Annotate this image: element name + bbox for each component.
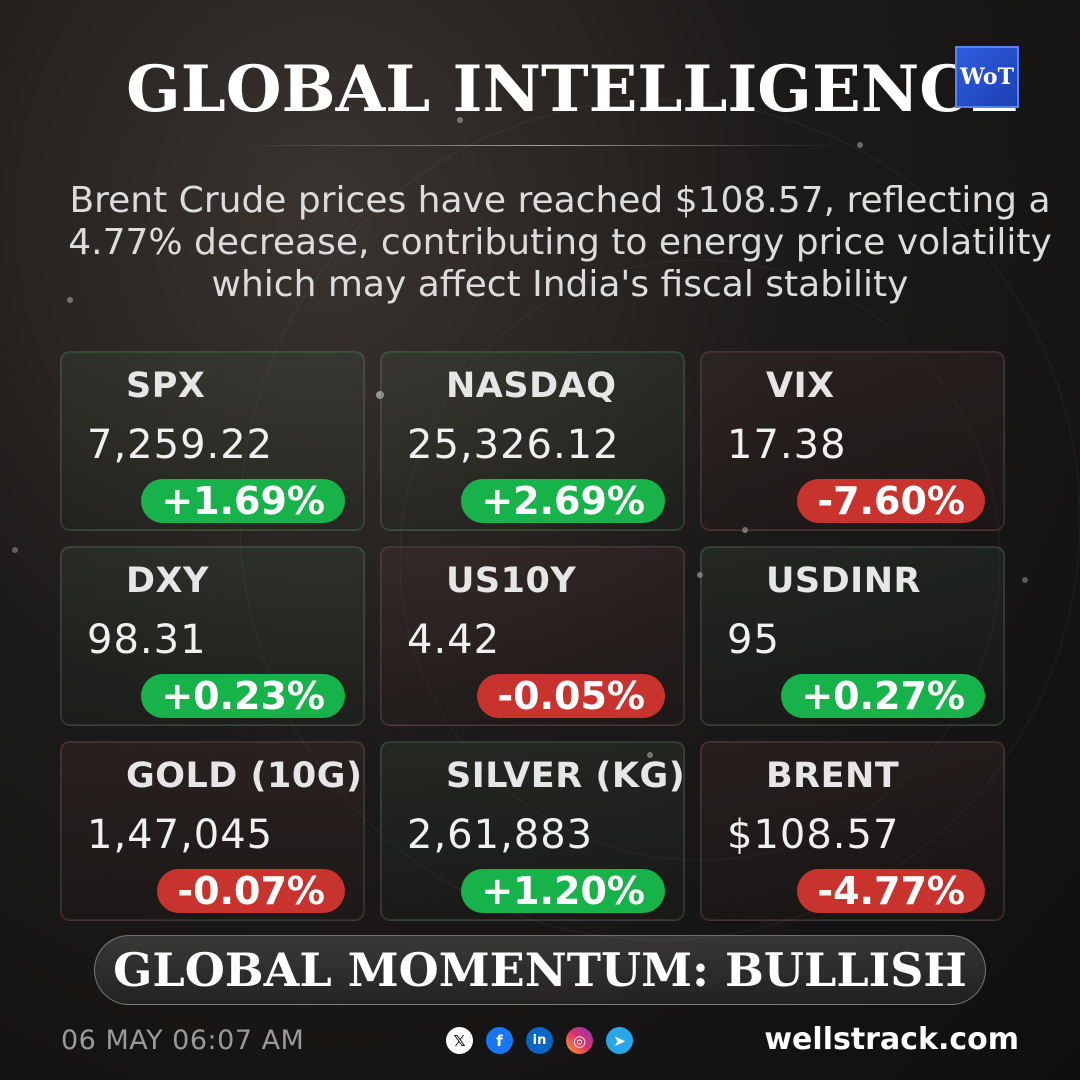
market-label: SILVER (KG)	[446, 756, 686, 796]
market-card-spx: SPX 7,259.22 +1.69%	[60, 351, 365, 531]
change-badge: +1.69%	[141, 479, 345, 523]
instagram-icon[interactable]: ◎	[566, 1027, 593, 1054]
market-value: 7,259.22	[87, 422, 274, 468]
social-links: 𝕏 f in ◎ ➤	[446, 1027, 633, 1054]
market-card-us10y: US10Y 4.42 -0.05%	[380, 546, 685, 726]
market-card-gold: GOLD (10G) 1,47,045 -0.07%	[60, 741, 365, 921]
telegram-icon[interactable]: ➤	[606, 1027, 633, 1054]
change-badge: -0.05%	[477, 674, 665, 718]
momentum-banner: GLOBAL MOMENTUM: BULLISH	[94, 935, 986, 1005]
x-icon[interactable]: 𝕏	[446, 1027, 473, 1054]
website-link[interactable]: wellstrack.com	[764, 1022, 1019, 1057]
market-value: 17.38	[727, 422, 847, 468]
market-card-vix: VIX 17.38 -7.60%	[700, 351, 1005, 531]
market-label: GOLD (10G)	[126, 756, 363, 796]
market-card-usdinr: USDINR 95 +0.27%	[700, 546, 1005, 726]
change-badge: -0.07%	[157, 869, 345, 913]
change-badge: +1.20%	[461, 869, 665, 913]
market-label: NASDAQ	[446, 366, 617, 406]
market-label: BRENT	[766, 756, 900, 796]
market-value: 4.42	[407, 617, 501, 663]
market-card-brent: BRENT $108.57 -4.77%	[700, 741, 1005, 921]
market-value: 2,61,883	[407, 812, 594, 858]
market-card-silver: SILVER (KG) 2,61,883 +1.20%	[380, 741, 685, 921]
page-title: GLOBAL INTELLIGENCE	[126, 52, 1019, 127]
change-badge: +0.27%	[781, 674, 985, 718]
market-label: USDINR	[766, 561, 921, 601]
wellstrack-logo: WoT	[955, 46, 1019, 108]
market-value: $108.57	[727, 812, 900, 858]
change-badge: -7.60%	[797, 479, 985, 523]
change-badge: -4.77%	[797, 869, 985, 913]
timestamp: 06 MAY 06:07 AM	[61, 1025, 305, 1056]
market-label: US10Y	[446, 561, 577, 601]
headline-text: Brent Crude prices have reached $108.57,…	[68, 180, 1052, 305]
market-value: 1,47,045	[87, 812, 274, 858]
facebook-icon[interactable]: f	[486, 1027, 513, 1054]
market-value: 95	[727, 617, 780, 663]
market-grid: SPX 7,259.22 +1.69% NASDAQ 25,326.12 +2.…	[60, 351, 1006, 922]
change-badge: +2.69%	[461, 479, 665, 523]
title-divider	[240, 145, 840, 146]
linkedin-icon[interactable]: in	[526, 1027, 553, 1054]
market-value: 25,326.12	[407, 422, 620, 468]
market-label: SPX	[126, 366, 206, 406]
market-label: VIX	[766, 366, 835, 406]
market-label: DXY	[126, 561, 209, 601]
market-card-dxy: DXY 98.31 +0.23%	[60, 546, 365, 726]
change-badge: +0.23%	[141, 674, 345, 718]
market-card-nasdaq: NASDAQ 25,326.12 +2.69%	[380, 351, 685, 531]
market-value: 98.31	[87, 617, 207, 663]
